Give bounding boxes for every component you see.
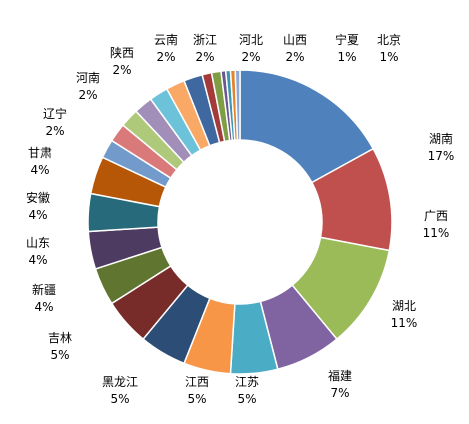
slice-name-label: 宁夏 bbox=[335, 32, 359, 47]
slice-name-label: 山西 bbox=[283, 33, 307, 47]
slice-percent-label: 1% bbox=[379, 50, 398, 64]
slice-percent-label: 11% bbox=[391, 316, 418, 330]
slice-percent-label: 2% bbox=[241, 50, 260, 64]
slice-percent-label: 1% bbox=[337, 50, 356, 64]
slice-percent-label: 2% bbox=[45, 124, 64, 138]
slice-percent-label: 4% bbox=[28, 253, 47, 267]
slice-percent-label: 2% bbox=[112, 63, 131, 77]
slice-name-label: 江西 bbox=[185, 375, 209, 389]
slice-percent-label: 2% bbox=[285, 50, 304, 64]
slice-name-label: 浙江 bbox=[193, 33, 217, 47]
slice-name-label: 云南 bbox=[154, 32, 178, 47]
slice-name-label: 吉林 bbox=[48, 331, 72, 345]
slice-name-label: 福建 bbox=[328, 368, 352, 383]
slice-percent-label: 11% bbox=[423, 226, 450, 240]
slice-percent-label: 2% bbox=[195, 50, 214, 64]
slice-name-label: 甘肃 bbox=[28, 146, 52, 160]
slice-name-label: 陕西 bbox=[110, 45, 134, 60]
slice-percent-label: 2% bbox=[156, 50, 175, 64]
slice-name-label: 新疆 bbox=[32, 282, 56, 297]
slice-name-label: 黑龙江 bbox=[102, 375, 138, 389]
slice-name-label: 湖南 bbox=[429, 131, 453, 146]
slice-percent-label: 5% bbox=[237, 392, 256, 406]
slice-name-label: 江苏 bbox=[235, 375, 259, 389]
slice-name-label: 河南 bbox=[76, 70, 100, 85]
slice-name-label: 山东 bbox=[26, 236, 50, 250]
slice-percent-label: 4% bbox=[34, 300, 53, 314]
slice-name-label: 北京 bbox=[377, 33, 401, 47]
slice-percent-label: 17% bbox=[428, 149, 455, 163]
slice-percent-label: 7% bbox=[330, 386, 349, 400]
slice-percent-label: 4% bbox=[28, 208, 47, 222]
slice-name-label: 辽宁 bbox=[43, 106, 67, 121]
slice-percent-label: 5% bbox=[110, 392, 129, 406]
slice-name-label: 广西 bbox=[424, 209, 448, 223]
slice-name-label: 河北 bbox=[239, 33, 263, 47]
slice-name-label: 湖北 bbox=[392, 298, 416, 313]
slice-name-label: 安徽 bbox=[26, 190, 50, 205]
slice-percent-label: 4% bbox=[30, 163, 49, 177]
slice-percent-label: 2% bbox=[78, 88, 97, 102]
slice-percent-label: 5% bbox=[187, 392, 206, 406]
slice-unlabeled bbox=[234, 69, 241, 141]
slice-percent-label: 5% bbox=[50, 348, 69, 362]
